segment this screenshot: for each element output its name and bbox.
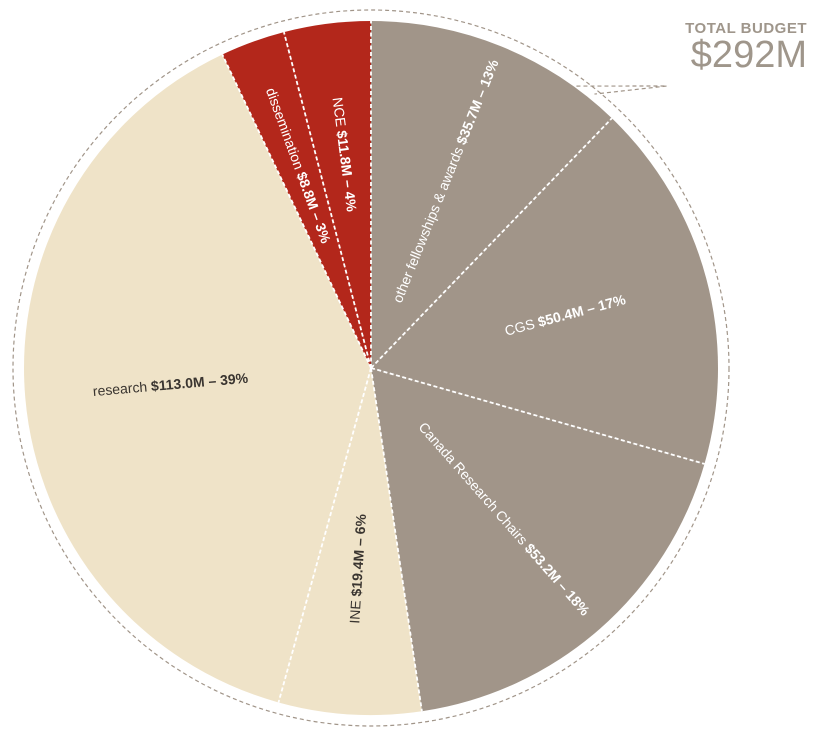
slice-label-value: $19.4M – 6%: [348, 513, 369, 597]
slice-divider: [277, 367, 372, 703]
slice-divider: [370, 367, 705, 465]
pie-slice-nce: [283, 21, 371, 368]
pie-slices: [24, 21, 718, 715]
total-budget-value: $292M: [690, 34, 807, 76]
pie-slice-dissemination: [222, 32, 371, 369]
pie-slice-ine: [278, 368, 422, 715]
slice-label-name: INE: [346, 596, 364, 624]
total-budget-callout-line: [576, 85, 668, 95]
pie-slice-canada-research-chairs: [371, 368, 705, 712]
slice-divider: [221, 54, 372, 369]
pie-outline-circle: [12, 9, 730, 727]
pie-slice-research: [24, 54, 372, 703]
slice-divider: [283, 31, 372, 369]
slice-dividers: [221, 21, 705, 712]
total-budget-label: TOTAL BUDGET $292M: [685, 20, 807, 74]
pie-slice-other-fellowships-awards: [371, 21, 612, 368]
slice-label-name: research: [92, 378, 152, 399]
pie-slice-cgs: [371, 118, 718, 464]
slice-label-ine: INE $19.4M – 6%: [346, 513, 369, 624]
slice-divider: [370, 117, 613, 369]
slice-label-name: NCE: [330, 96, 350, 131]
slice-divider: [370, 367, 423, 712]
total-budget-title: TOTAL BUDGET: [685, 20, 807, 37]
